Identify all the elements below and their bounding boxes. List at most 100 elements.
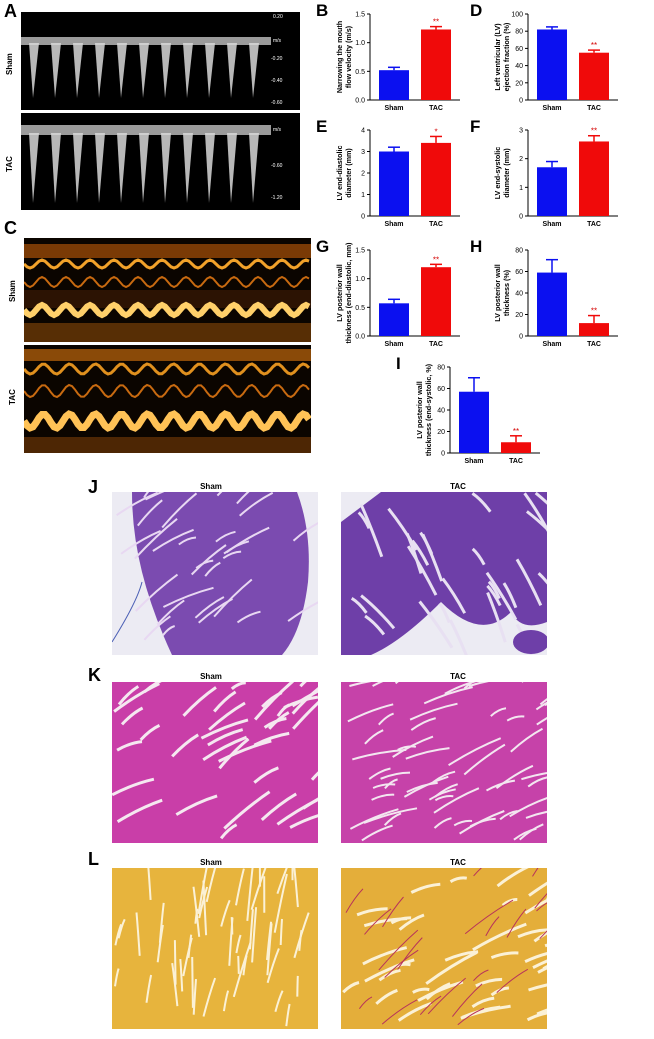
panel-letter-h: H [470, 237, 482, 256]
significance-marker: ** [433, 255, 439, 264]
he-sham-highmag-image [112, 682, 318, 843]
y-tick-label: 80 [515, 29, 523, 36]
he-tac-image [341, 492, 547, 655]
significance-marker: ** [591, 127, 597, 136]
y-tick-label: 1.5 [355, 12, 365, 19]
doppler-sham-waveform: 0.20 m/s -0.20 -0.40 -0.60 [21, 14, 283, 106]
he-sham-tissue [112, 492, 318, 655]
y-axis-label: Left ventricular (LV) [493, 23, 502, 91]
y-tick-label: 0.5 [355, 305, 365, 312]
bar-chart-e: E LV end-diastolic diameter (mm) 0 1 2 3 4 Sham T… [316, 117, 460, 228]
bar-tac [421, 267, 451, 336]
x-tick-label: Sham [542, 221, 561, 228]
panel-letter-l: L [88, 849, 99, 869]
sirius-tac-image [341, 868, 547, 1029]
y-tick-label: 1.0 [355, 276, 365, 283]
mmode-tac-trace [24, 349, 311, 453]
sirius-sham-tissue [114, 868, 310, 1027]
y-tick-label: 20 [515, 80, 523, 87]
he-sham-highmag-tissue [112, 682, 318, 840]
y-axis-label: ejection fraction (%) [502, 22, 511, 91]
x-tick-label: Sham [464, 458, 483, 465]
chart-f: F LV end-systolic diameter (mm) 0 1 2 3 Sham TAC… [466, 116, 646, 234]
sirius-sham-image [112, 868, 318, 1029]
bar-sham [379, 303, 409, 336]
bar-chart-g: G LV posterior wall thickness (end-diastol… [316, 237, 460, 348]
histo-title-tac: TAC [450, 858, 466, 867]
y-tick-label: 0.0 [355, 98, 365, 105]
y-tick-label: 0 [361, 214, 365, 221]
y-axis-label: LV posterior wall [415, 381, 424, 438]
panel-letter-a: A [4, 1, 17, 21]
y-axis-label: flow velocity (m/s) [344, 25, 353, 88]
scale-label: m/s [273, 127, 282, 133]
panel-letter-b: B [316, 1, 328, 20]
bar-tac [579, 323, 609, 336]
chart-h: H LV posterior wall thickness (%) 0 20 40 60 80… [466, 236, 646, 354]
panel-letter-e: E [316, 117, 327, 136]
y-axis-label: thickness (end-systolic, %) [424, 363, 433, 456]
bar-sham [537, 272, 567, 336]
y-axis-label: LV posterior wall [335, 264, 344, 321]
y-tick-label: 20 [515, 312, 523, 319]
y-tick-label: 3 [361, 149, 365, 156]
histo-title-tac: TAC [450, 482, 466, 491]
y-axis-label: diameter (mm) [502, 148, 511, 198]
x-tick-label: Sham [542, 105, 561, 112]
row-label-sham: Sham [8, 280, 17, 302]
panel-letter-d: D [470, 1, 482, 20]
y-tick-label: 40 [437, 408, 445, 415]
panel-letter-k: K [88, 665, 101, 685]
y-tick-label: 0.5 [355, 69, 365, 76]
x-tick-label: TAC [509, 458, 523, 465]
bar-sham [379, 70, 409, 100]
bar-chart-d: D Left ventricular (LV) ejection fraction … [470, 1, 618, 112]
doppler-tac-image: m/s -0.60 -1.20 [21, 113, 300, 210]
histo-title-sham: Sham [200, 858, 222, 867]
row-label-sham: Sham [5, 53, 14, 75]
y-tick-label: 40 [515, 291, 523, 298]
he-tac-highmag-image [341, 682, 547, 843]
chart-g: G LV posterior wall thickness (end-diastol… [312, 236, 460, 354]
bar-chart-h: H LV posterior wall thickness (%) 0 20 40 60 80… [470, 237, 618, 348]
bar-sham [537, 29, 567, 101]
x-tick-label: TAC [587, 105, 601, 112]
x-tick-label: TAC [587, 341, 601, 348]
chart-d: D Left ventricular (LV) ejection fraction … [466, 0, 646, 118]
scale-label: -0.40 [271, 78, 283, 84]
he-tac-highmag-tissue [347, 682, 547, 842]
y-axis-label: diameter (mm) [344, 148, 353, 198]
y-axis-label: Narrowing the mouth [335, 21, 344, 93]
y-tick-label: 2 [519, 156, 523, 163]
scale-label: -0.60 [271, 100, 283, 106]
histo-title-sham: Sham [200, 482, 222, 491]
y-tick-label: 80 [515, 248, 523, 255]
panel-letter-i: I [396, 354, 401, 373]
mmode-tac-image [24, 345, 311, 453]
significance-marker: ** [513, 427, 519, 436]
bar-sham [537, 167, 567, 216]
histo-title-tac: TAC [450, 672, 466, 681]
bar-tac [579, 141, 609, 216]
y-tick-label: 20 [437, 429, 445, 436]
y-tick-label: 4 [361, 128, 365, 135]
he-tac-tissue [341, 492, 547, 655]
bar-chart-i: I LV posterior wall thickness (end-systoli… [396, 354, 540, 465]
panel-letter-j: J [88, 477, 99, 497]
panel-letter-c: C [4, 218, 17, 238]
y-tick-label: 1.5 [355, 248, 365, 255]
significance-marker: * [434, 127, 437, 136]
x-tick-label: TAC [587, 221, 601, 228]
scale-label: 0.20 [273, 14, 283, 20]
x-tick-label: Sham [384, 221, 403, 228]
x-tick-label: TAC [429, 105, 443, 112]
row-label-tac: TAC [8, 389, 17, 405]
y-tick-label: 80 [437, 365, 445, 372]
bar-sham [459, 391, 489, 453]
x-tick-label: Sham [384, 341, 403, 348]
bar-tac [421, 142, 451, 216]
x-tick-label: TAC [429, 221, 443, 228]
bar-tac [501, 442, 531, 453]
y-tick-label: 40 [515, 63, 523, 70]
